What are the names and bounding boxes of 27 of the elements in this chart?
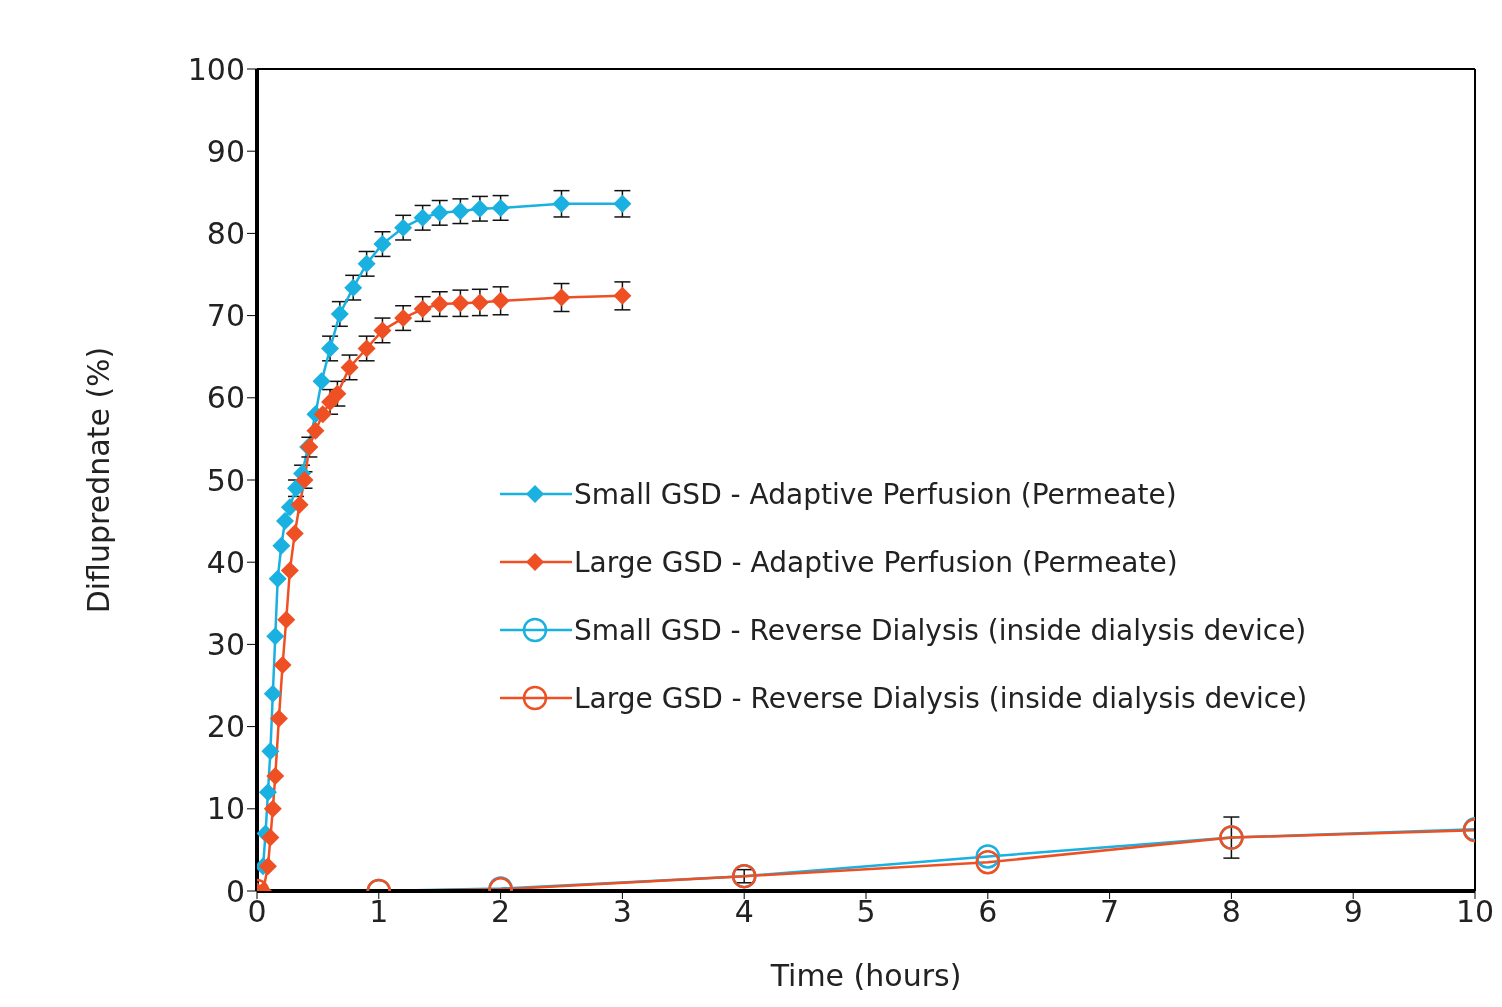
y-tick-label: 20: [206, 709, 245, 745]
y-tick-label: 50: [206, 462, 245, 498]
x-tick-label: 3: [612, 894, 632, 930]
x-tick-label: 1: [369, 894, 389, 930]
x-tick-label: 10: [1455, 894, 1495, 930]
y-tick-label: 90: [206, 133, 245, 169]
legend-label: Large GSD - Reverse Dialysis (inside dialysis device): [574, 681, 1308, 715]
x-tick-label: 5: [856, 894, 876, 930]
legend-label: Small GSD - Adaptive Perfusion (Permeate): [574, 477, 1177, 511]
legend-label: Large GSD - Adaptive Perfusion (Permeate): [574, 545, 1178, 579]
x-tick-label: 9: [1343, 894, 1363, 930]
x-axis-title: Time (hours): [769, 958, 962, 993]
y-tick-label: 10: [206, 791, 245, 827]
x-tick-label: 2: [491, 894, 511, 930]
x-tick-label: 4: [734, 894, 754, 930]
y-tick-label: 100: [187, 51, 245, 87]
x-tick-label: 7: [1100, 894, 1120, 930]
y-tick-label: 70: [206, 298, 245, 334]
x-tick-label: 0: [247, 894, 267, 930]
x-tick-label: 8: [1221, 894, 1241, 930]
y-tick-label: 80: [206, 216, 245, 252]
x-tick-label: 6: [978, 894, 998, 930]
y-tick-label: 60: [206, 380, 245, 416]
legend-label: Small GSD - Reverse Dialysis (inside dialysis device): [574, 613, 1307, 647]
y-tick-label: 40: [206, 544, 245, 580]
y-tick-label: 30: [206, 627, 245, 663]
y-axis-title: Difluprednate (%): [80, 346, 116, 614]
